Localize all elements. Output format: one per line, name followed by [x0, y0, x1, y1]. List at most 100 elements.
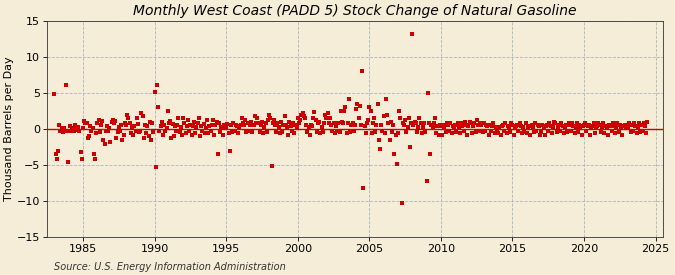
Point	[202, 117, 213, 122]
Point	[532, 123, 543, 128]
Point	[373, 101, 383, 106]
Y-axis label: Thousand Barrels per Day: Thousand Barrels per Day	[4, 57, 14, 201]
Point	[427, 125, 438, 129]
Point	[311, 130, 322, 134]
Point	[166, 136, 177, 141]
Point	[618, 124, 629, 128]
Point	[258, 130, 269, 135]
Point	[279, 114, 290, 118]
Point	[306, 123, 317, 128]
Point	[277, 130, 288, 134]
Point	[174, 130, 185, 134]
Point	[264, 112, 275, 117]
Point	[469, 121, 480, 125]
Point	[238, 121, 248, 125]
Point	[196, 124, 207, 128]
Point	[275, 120, 286, 124]
Point	[163, 120, 174, 125]
Point	[247, 130, 258, 134]
Point	[128, 133, 138, 137]
Point	[572, 121, 583, 125]
Point	[124, 121, 135, 125]
Point	[415, 121, 426, 125]
Point	[106, 120, 117, 124]
Point	[96, 123, 107, 127]
Point	[480, 129, 491, 133]
Point	[213, 152, 223, 156]
Point	[513, 129, 524, 133]
Point	[280, 123, 291, 127]
Point	[214, 121, 225, 125]
Point	[641, 130, 651, 135]
Point	[122, 112, 132, 117]
Point	[329, 130, 340, 135]
Point	[119, 120, 130, 125]
Point	[527, 125, 538, 129]
Point	[229, 129, 240, 133]
Point	[225, 123, 236, 127]
Point	[636, 123, 647, 128]
Point	[608, 121, 618, 125]
Point	[303, 125, 314, 129]
Point	[62, 159, 73, 164]
Point	[177, 133, 188, 137]
Point	[505, 130, 516, 134]
Point	[153, 104, 163, 109]
Point	[65, 128, 76, 133]
Point	[313, 121, 323, 125]
Point	[186, 133, 197, 137]
Point	[101, 129, 111, 133]
Point	[256, 120, 267, 124]
Point	[142, 124, 153, 128]
Point	[203, 131, 214, 136]
Point	[98, 138, 109, 142]
Point	[147, 121, 158, 125]
Point	[129, 124, 140, 128]
Point	[362, 118, 373, 123]
Point	[526, 123, 537, 128]
Point	[631, 130, 642, 135]
Point	[537, 123, 547, 128]
Point	[179, 121, 190, 125]
Point	[418, 121, 429, 125]
Point	[454, 125, 464, 129]
Point	[286, 129, 297, 133]
Point	[558, 130, 569, 135]
Point	[95, 130, 105, 134]
Point	[617, 133, 628, 137]
Point	[211, 120, 222, 124]
Point	[68, 129, 79, 133]
Point	[221, 125, 232, 129]
Point	[574, 123, 585, 128]
Point	[446, 130, 457, 135]
Point	[429, 116, 440, 120]
Point	[254, 130, 265, 134]
Point	[624, 121, 634, 125]
Point	[208, 118, 219, 123]
Point	[414, 116, 425, 120]
Point	[493, 130, 504, 135]
Title: Monthly West Coast (PADD 5) Stock Change of Natural Gasoline: Monthly West Coast (PADD 5) Stock Change…	[133, 4, 576, 18]
Point	[471, 118, 482, 123]
Point	[389, 152, 400, 156]
Point	[489, 130, 500, 135]
Point	[200, 125, 211, 130]
Point	[458, 129, 469, 133]
Point	[320, 112, 331, 117]
Point	[216, 125, 227, 129]
Point	[188, 124, 198, 128]
Point	[592, 124, 603, 128]
Point	[491, 130, 502, 134]
Point	[53, 148, 63, 153]
Point	[173, 116, 184, 120]
Point	[393, 130, 404, 135]
Point	[239, 123, 250, 127]
Point	[408, 123, 419, 128]
Point	[345, 130, 356, 134]
Point	[70, 123, 80, 128]
Point	[182, 124, 192, 128]
Point	[132, 122, 143, 126]
Point	[155, 124, 166, 128]
Point	[362, 121, 373, 125]
Point	[165, 119, 176, 123]
